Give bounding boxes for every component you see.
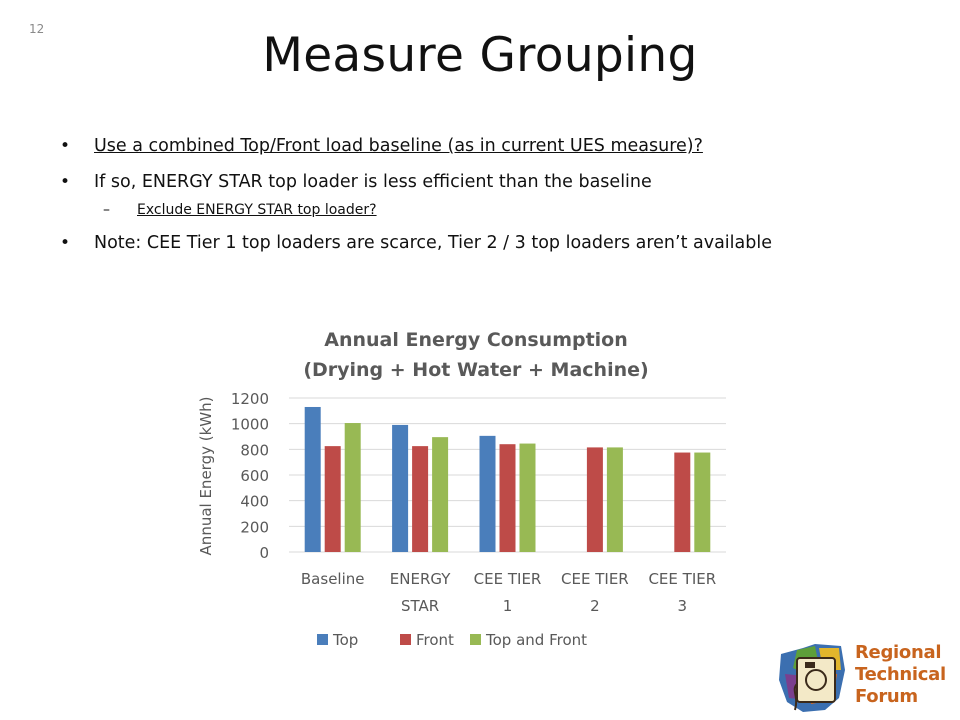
y-tick-label: 200 [240,518,269,536]
x-tick-label: ENERGY [390,570,451,588]
legend-label: Top and Front [485,631,587,649]
x-tick-label: CEE TIER [474,570,542,588]
y-tick-label: 400 [240,493,269,511]
bar [606,447,623,552]
page-number: 12 [29,22,45,36]
logo-text: Regional Technical Forum [855,642,946,708]
legend-swatch [317,634,328,645]
logo-line: Forum [855,686,918,707]
bullet-text: Note: CEE Tier 1 top loaders are scarce,… [94,233,772,253]
y-tick-label: 600 [240,467,269,485]
legend-swatch [470,634,481,645]
chart-subtitle: (Drying + Hot Water + Machine) [303,359,648,381]
y-tick-label: 1000 [231,416,269,434]
legend-label: Top [332,631,358,649]
bar [392,424,409,552]
sub-bullet-item: – Exclude ENERGY STAR top loader? [57,200,917,220]
x-tick-label: 1 [503,597,513,615]
bullet-item: • If so, ENERGY STAR top loader is less … [57,169,917,195]
x-tick-label: 3 [678,597,688,615]
chart-svg: Annual Energy Consumption (Drying + Hot … [197,329,726,649]
x-tick-label: STAR [401,597,439,615]
bullet-item: • Use a combined Top/Front load baseline… [57,133,917,159]
bar [519,443,536,552]
logo-line: Regional [855,642,942,663]
slide-title: Measure Grouping [262,28,698,83]
y-tick-label: 1200 [231,390,269,408]
bar [324,446,341,552]
logo-line: Technical [855,664,946,685]
legend-swatch [400,634,411,645]
y-tick-label: 0 [259,544,269,562]
bullet-dot: • [60,172,71,192]
bullet-item: • Note: CEE Tier 1 top loaders are scarc… [57,230,917,256]
legend: Top Front Top and Front [317,631,587,649]
x-tick-labels: Baseline ENERGY STAR CEE TIER 1 CEE TIER 2 CEE … [301,570,716,615]
x-tick-label: CEE TIER [561,570,629,588]
sub-bullet-text: Exclude ENERGY STAR top loader? [137,202,377,218]
x-tick-label: Baseline [301,570,365,588]
sub-bullet-dash: – [103,202,110,218]
bar [412,446,429,552]
energy-chart: Annual Energy Consumption (Drying + Hot … [186,316,746,666]
legend-label: Front [416,631,454,649]
x-tick-label: 2 [590,597,600,615]
bullet-dot: • [60,136,71,156]
bullet-text: Use a combined Top/Front load baseline (… [94,136,703,156]
bar [586,447,603,552]
bar [499,444,516,552]
bars [304,406,711,552]
bullet-dot: • [60,233,71,253]
bar [304,406,321,552]
chart-title: Annual Energy Consumption [324,329,628,351]
x-tick-label: CEE TIER [648,570,716,588]
logo-map-icon [779,644,845,712]
bar [344,423,361,552]
y-tick-label: 800 [240,441,269,459]
bar [479,435,496,552]
bar [674,452,691,552]
y-tick-labels: 0 200 400 600 800 1000 1200 [231,390,269,562]
regional-technical-forum-logo: Regional Technical Forum [775,640,955,716]
bar [432,437,449,552]
bullet-text: If so, ENERGY STAR top loader is less ef… [94,172,652,192]
bullet-list: • Use a combined Top/Front load baseline… [57,133,917,266]
y-axis-label: Annual Energy (kWh) [197,397,215,556]
bar [694,452,711,552]
